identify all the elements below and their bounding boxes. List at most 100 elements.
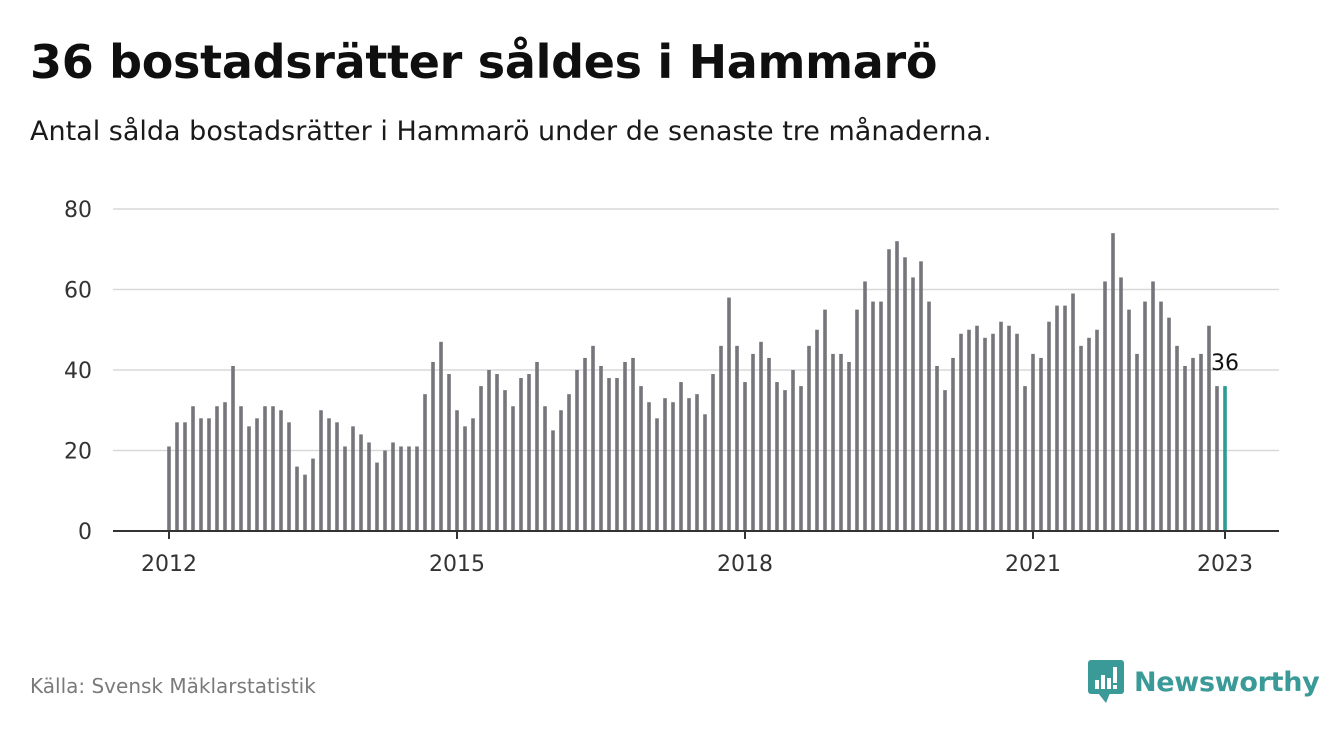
x-tick-label: 2021 [1005, 552, 1061, 577]
bar [255, 418, 259, 531]
y-tick-label: 40 [64, 359, 92, 384]
bar [919, 261, 923, 531]
bar [239, 406, 243, 531]
bar [943, 390, 947, 531]
bar [1175, 345, 1179, 531]
bar [1007, 325, 1011, 531]
bar [191, 406, 195, 531]
bar [1167, 317, 1171, 531]
brand-logo: Newsworthy [1088, 660, 1320, 704]
bar [543, 406, 547, 531]
bar [759, 341, 763, 531]
bar [519, 378, 523, 531]
bar [647, 402, 651, 531]
y-tick-label: 20 [64, 440, 92, 465]
bar [607, 378, 611, 531]
bar-chart: 0 20 40 60 80 2012 2015 2018 2021 2023 36 [64, 198, 1279, 577]
bar [911, 277, 915, 531]
bar [463, 426, 467, 531]
bar [1143, 301, 1147, 531]
bar [1103, 281, 1107, 531]
bar [207, 418, 211, 531]
bar [1023, 386, 1027, 531]
bar [1159, 301, 1163, 531]
bar [975, 325, 979, 531]
bar [527, 374, 531, 531]
bar [183, 422, 187, 531]
bar [1047, 321, 1051, 531]
bar [423, 394, 427, 531]
x-axis-ticks: 2012 2015 2018 2021 2023 [141, 531, 1253, 577]
bars [167, 233, 1227, 531]
bar [479, 386, 483, 531]
bar [615, 378, 619, 531]
x-tick-label: 2012 [141, 552, 197, 577]
bar [1151, 281, 1155, 531]
bar [1063, 305, 1067, 531]
bar [871, 301, 875, 531]
bar [583, 357, 587, 531]
bar [1111, 233, 1115, 531]
bar [1031, 353, 1035, 531]
bar [175, 422, 179, 531]
bar [1199, 353, 1203, 531]
bar [599, 365, 603, 531]
bar [231, 365, 235, 531]
bar [407, 446, 411, 531]
bar [791, 370, 795, 531]
bar [999, 321, 1003, 531]
bar [631, 357, 635, 531]
bar [375, 462, 379, 531]
x-tick-label: 2018 [717, 552, 773, 577]
bar [263, 406, 267, 531]
bar [639, 386, 643, 531]
bar [1039, 357, 1043, 531]
bar [799, 386, 803, 531]
bar [623, 361, 627, 531]
bar [383, 450, 387, 531]
bar [1207, 325, 1211, 531]
bar [1183, 365, 1187, 531]
bar [1071, 293, 1075, 531]
chart-subtitle: Antal sålda bostadsrätter i Hammarö unde… [30, 116, 992, 147]
bar [487, 370, 491, 531]
bar [439, 341, 443, 531]
bar [495, 374, 499, 531]
bar [1015, 333, 1019, 531]
source-note: Källa: Svensk Mäklarstatistik [30, 674, 316, 698]
bar-highlight [1223, 386, 1227, 531]
bar [167, 446, 171, 531]
bar [967, 329, 971, 531]
bar [327, 418, 331, 531]
bar [807, 345, 811, 531]
bar [447, 374, 451, 531]
bar [951, 357, 955, 531]
bar [815, 329, 819, 531]
bar [199, 418, 203, 531]
bar [271, 406, 275, 531]
bar [743, 382, 747, 531]
bar [399, 446, 403, 531]
bar [1087, 337, 1091, 531]
bar [927, 301, 931, 531]
bar [335, 422, 339, 531]
bar [287, 422, 291, 531]
bar [679, 382, 683, 531]
bar [223, 402, 227, 531]
chart-title: 36 bostadsrätter såldes i Hammarö [30, 35, 938, 89]
bar [695, 394, 699, 531]
bar [471, 418, 475, 531]
bar-chart-speech-bubble-icon [1088, 660, 1124, 703]
bar [671, 402, 675, 531]
bar [279, 410, 283, 531]
bar [567, 394, 571, 531]
bar [319, 410, 323, 531]
bar [503, 390, 507, 531]
bar [415, 446, 419, 531]
y-tick-label: 80 [64, 198, 92, 223]
bar [215, 406, 219, 531]
bar [1127, 309, 1131, 531]
bar [719, 345, 723, 531]
y-tick-label: 0 [78, 520, 92, 545]
bar [247, 426, 251, 531]
